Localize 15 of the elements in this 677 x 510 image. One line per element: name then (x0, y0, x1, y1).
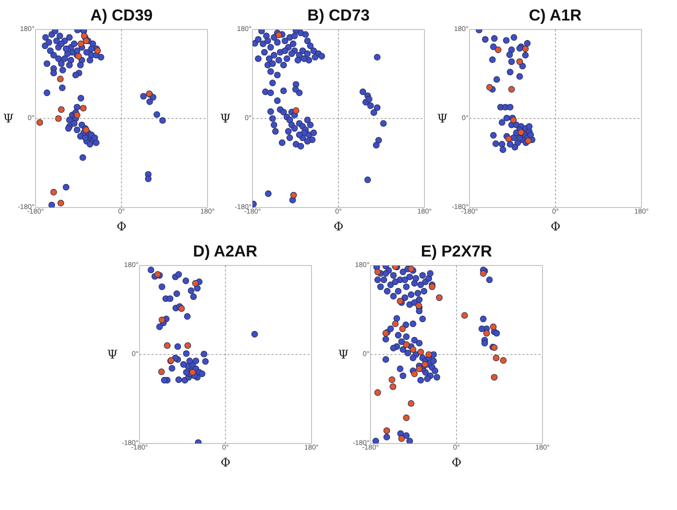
chart-title: A) CD39 (90, 8, 153, 24)
x-axis-title: Φ (220, 456, 231, 470)
chart-title: D) A2AR (193, 244, 258, 260)
x-axis-title: Φ (334, 220, 344, 234)
x-axis-title: Φ (550, 220, 561, 234)
y-axis-title: Ψ (107, 348, 118, 362)
chart-title: C) A1R (528, 8, 582, 24)
y-axis-title: Ψ (220, 112, 232, 126)
y-axis-title: Ψ (3, 112, 14, 126)
chart-title: B) CD73 (307, 8, 370, 24)
chart-title: E) P2X7R (420, 244, 493, 260)
y-axis-title: Ψ (338, 348, 350, 362)
x-axis-title: Φ (452, 456, 462, 470)
x-axis-title: Φ (116, 220, 127, 234)
y-axis-title: Ψ (437, 112, 448, 126)
